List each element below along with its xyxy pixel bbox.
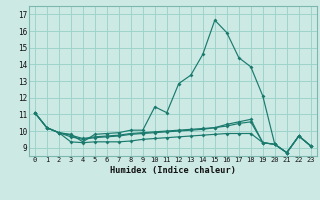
X-axis label: Humidex (Indice chaleur): Humidex (Indice chaleur)	[110, 166, 236, 175]
